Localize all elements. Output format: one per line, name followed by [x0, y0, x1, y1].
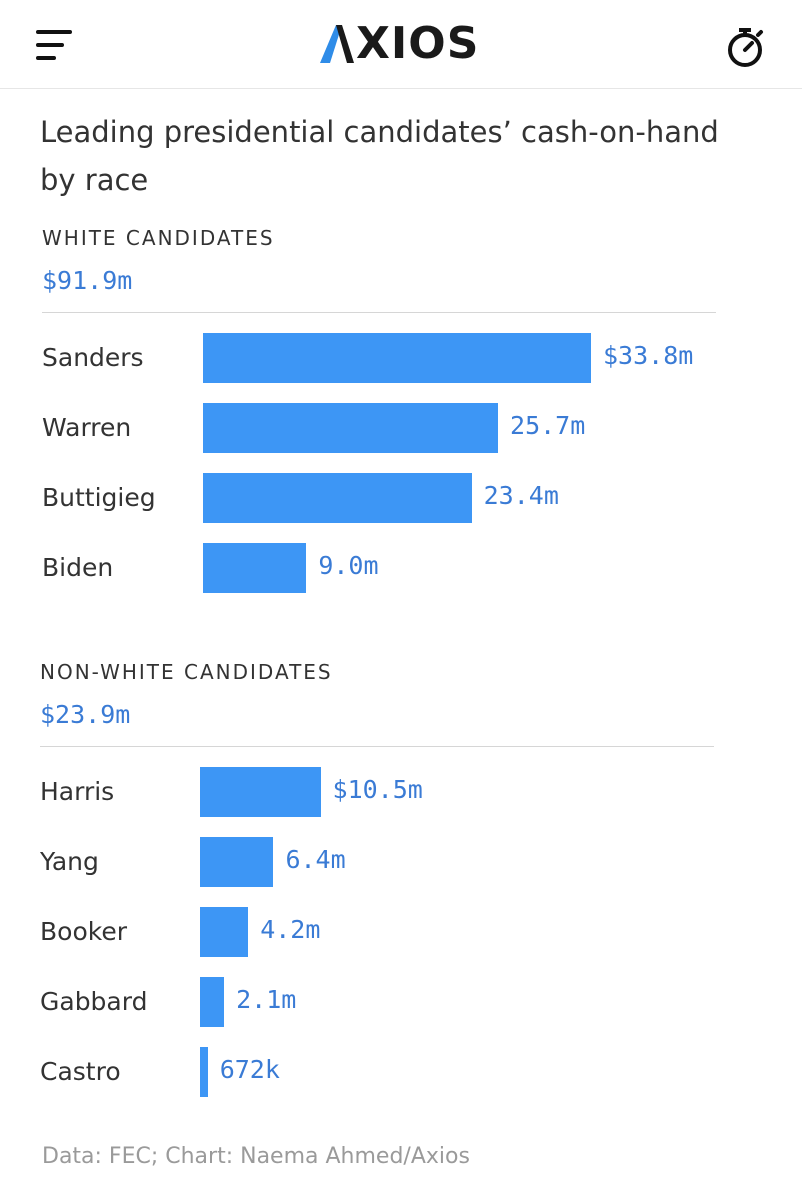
bar-yang[interactable] — [200, 837, 274, 887]
bar-value-label: 6.4m — [285, 845, 346, 874]
group-divider — [40, 746, 714, 747]
menu-line — [36, 56, 56, 60]
group-divider — [42, 312, 716, 313]
candidate-label: Warren — [42, 413, 132, 442]
candidate-label: Harris — [40, 777, 115, 806]
bar-gabbard[interactable] — [200, 977, 225, 1027]
hamburger-menu-icon[interactable] — [36, 26, 78, 66]
group-label: WHITE CANDIDATES — [42, 226, 275, 250]
bar-value-label: 25.7m — [510, 411, 586, 440]
bar-value-label: 23.4m — [483, 481, 559, 510]
stopwatch-icon[interactable] — [722, 24, 768, 70]
bar-warren[interactable] — [203, 403, 499, 453]
axios-logo[interactable]: XIOS — [320, 16, 490, 72]
bar-value-label: $10.5m — [332, 775, 423, 804]
bar-booker[interactable] — [200, 907, 249, 957]
bar-harris[interactable] — [200, 767, 321, 817]
menu-line — [36, 43, 64, 47]
group-label: NON-WHITE CANDIDATES — [40, 660, 333, 684]
candidate-label: Yang — [40, 847, 99, 876]
candidate-label: Biden — [42, 553, 114, 582]
bar-value-label: 2.1m — [236, 985, 297, 1014]
bar-value-label: 4.2m — [260, 915, 321, 944]
bar-value-label: $33.8m — [603, 341, 694, 370]
bar-value-label: 9.0m — [318, 551, 379, 580]
bar-castro[interactable] — [200, 1047, 208, 1097]
bar-sanders[interactable] — [203, 333, 591, 383]
candidate-label: Gabbard — [40, 987, 148, 1016]
bar-buttigieg[interactable] — [203, 473, 472, 523]
candidate-label: Sanders — [42, 343, 144, 372]
group-total: $23.9m — [40, 700, 131, 729]
app-header: XIOS — [0, 0, 802, 89]
axios-a-mark-icon — [320, 25, 354, 63]
chart-title: Leading presidential candidates’ cash-on… — [40, 115, 719, 197]
bar-value-label: 672k — [219, 1055, 280, 1084]
candidate-label: Buttigieg — [42, 483, 156, 512]
bar-biden[interactable] — [203, 543, 307, 593]
logo-text: XIOS — [356, 18, 480, 69]
candidate-label: Booker — [40, 917, 127, 946]
menu-line — [36, 30, 72, 34]
group-total: $91.9m — [42, 266, 133, 295]
chart-source: Data: FEC; Chart: Naema Ahmed/Axios — [42, 1144, 470, 1169]
candidate-label: Castro — [40, 1057, 121, 1086]
